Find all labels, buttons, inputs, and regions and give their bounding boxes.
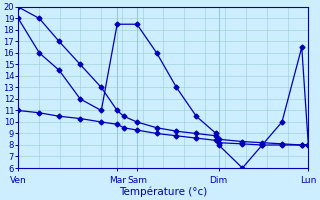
- X-axis label: Température (°c): Température (°c): [119, 186, 207, 197]
